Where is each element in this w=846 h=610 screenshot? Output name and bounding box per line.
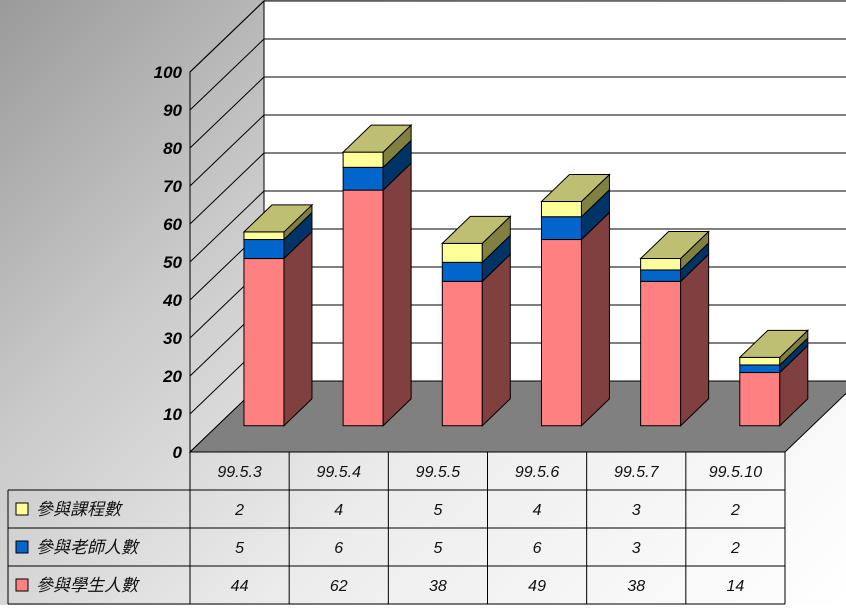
bar-top-5 [639,231,710,260]
bar-segment-3-1 [243,231,285,241]
data-table-cell: 49 [528,578,546,595]
bar-side-1-4 [580,211,610,427]
bar-side-1-3 [481,253,511,427]
data-table-cell: 44 [231,578,249,595]
bar-top-3 [441,215,512,244]
y-tick-label: 20 [162,367,182,386]
y-tick-label: 80 [163,139,182,158]
data-table-cell: 38 [429,578,447,595]
bar-segment-1-1 [243,258,285,427]
data-table-cell: 2 [730,540,740,557]
data-table-cell: 5 [235,540,244,557]
bar-segment-2-5 [640,269,682,282]
y-tick-label: 70 [163,177,182,196]
legend-label: 參與課程數 [36,500,123,519]
y-tick-label: 0 [173,443,183,462]
data-table-cell: 14 [727,578,745,595]
y-tick-label: 40 [162,291,182,310]
data-table-cell: 5 [433,540,442,557]
y-tick-label: 60 [163,215,182,234]
y-tick-label: 100 [154,63,183,82]
bar-segment-2-3 [441,261,483,282]
legend-key [15,578,29,592]
gridline-side [189,76,265,149]
bar-side-1-1 [283,230,313,427]
y-tick-label: 10 [163,405,182,424]
data-table-cell: 2 [730,502,740,519]
bar-segment-1-2 [342,189,384,427]
gridline-side [189,38,265,111]
data-table-cell: 3 [632,502,641,519]
bar-segment-3-5 [640,258,682,271]
bar-segment-3-4 [540,201,582,218]
bar-segment-1-6 [739,372,781,427]
y-tick-label: 90 [163,101,182,120]
category-label: 99.5.3 [217,464,262,481]
category-label: 99.5.6 [515,464,560,481]
category-label: 99.5.5 [416,464,461,481]
bar-segment-3-3 [441,242,483,263]
bar-top-2 [341,124,413,153]
y-tick-label: 50 [163,253,182,272]
bar-segment-1-4 [540,239,582,427]
data-table-cell: 6 [533,540,542,557]
legend-key [15,540,29,554]
bar-segment-2-1 [243,239,285,260]
legend-key [15,502,29,516]
bar-segment-2-4 [540,216,582,241]
category-label: 99.5.4 [317,464,362,481]
data-table-cell: 62 [330,578,348,595]
gridline-side [189,114,265,187]
category-label: 99.5.7 [614,464,660,481]
y-tick-label: 30 [163,329,182,348]
bar-top-6 [738,329,810,358]
bar-top-1 [242,204,314,233]
bar-segment-3-2 [342,151,384,168]
bar-side-1-2 [382,161,412,427]
bar-top-4 [540,174,611,203]
data-table-cell: 6 [334,540,343,557]
gridline-side [189,0,265,73]
data-table-cell: 2 [234,502,244,519]
bar-segment-1-3 [441,280,483,427]
bar-segment-1-5 [640,280,682,427]
bar-side-1-5 [680,253,710,427]
legend-label: 參與老師人數 [36,538,140,557]
data-table-cell: 3 [632,540,641,557]
data-table-cell: 5 [433,502,442,519]
bar-segment-3-6 [739,356,781,366]
gridline-side [189,152,265,225]
bar-segment-2-6 [739,364,781,374]
gridline-side [189,190,265,263]
bar-segment-2-2 [342,166,384,191]
data-table-cell: 4 [334,502,343,519]
category-label: 99.5.10 [709,464,762,481]
legend-label: 參與學生人數 [36,576,140,595]
data-table-cell: 4 [533,502,542,519]
data-table-cell: 38 [627,578,645,595]
